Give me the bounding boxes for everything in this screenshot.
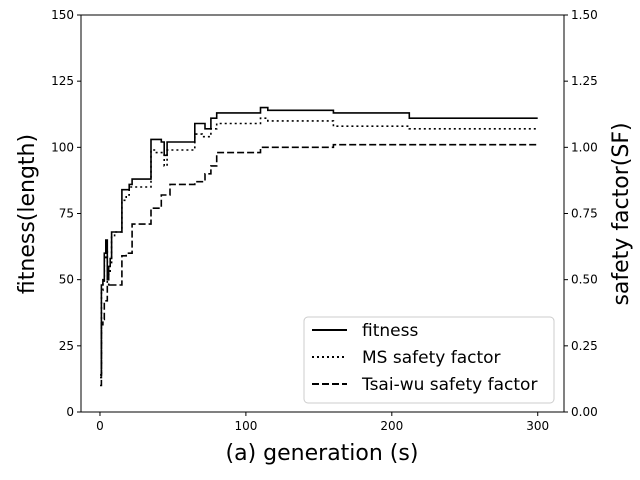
y-tick-label-right: 1.50 (571, 8, 598, 22)
y-tick-label-left: 0 (66, 405, 74, 419)
axis-left: 0 25 50 75 100 125 150 (51, 8, 81, 419)
legend-label-ms: MS safety factor (362, 348, 501, 368)
y-tick-label-left: 150 (51, 8, 74, 22)
y-tick-label-left: 25 (59, 339, 74, 353)
x-tick-label: 100 (234, 419, 257, 433)
y-tick-label-right: 0.50 (571, 273, 598, 287)
y-tick-label-right: 0.25 (571, 339, 598, 353)
legend-label-tsaiwu: Tsai-wu safety factor (361, 375, 537, 395)
y-tick-label-left: 50 (59, 273, 74, 287)
x-axis-label: (a) generation (s) (226, 441, 419, 466)
series-line-ms-safety-factor (100, 117, 538, 379)
series-line-tsai-wu-safety-factor (100, 143, 538, 387)
y-tick-label-right: 1.25 (571, 74, 598, 88)
y-tick-label-right: 0.75 (571, 207, 598, 221)
plot-lines (100, 106, 538, 387)
y-tick-label-right: 1.00 (571, 140, 598, 154)
y-tick-label-right: 0.00 (571, 405, 598, 419)
x-tick-label: 300 (526, 419, 549, 433)
x-tick-label: 0 (96, 419, 104, 433)
y-tick-label-left: 100 (51, 140, 74, 154)
x-tick-label: 200 (380, 419, 403, 433)
y-tick-label-left: 125 (51, 74, 74, 88)
legend-box (303, 316, 555, 404)
series-line-fitness (100, 106, 538, 376)
legend-label-fitness: fitness (362, 321, 418, 341)
axis-bottom: 0 100 200 300 (96, 412, 549, 433)
axis-right: 0.00 0.25 0.50 0.75 1.00 1.25 1.50 (564, 8, 598, 419)
y-axis-label-right: safety factor(SF) (609, 122, 634, 305)
y-axis-label-left: fitness(length) (15, 134, 40, 294)
y-tick-label-left: 75 (59, 207, 74, 221)
legend: fitness MS safety factor Tsai-wu safety … (303, 316, 555, 404)
